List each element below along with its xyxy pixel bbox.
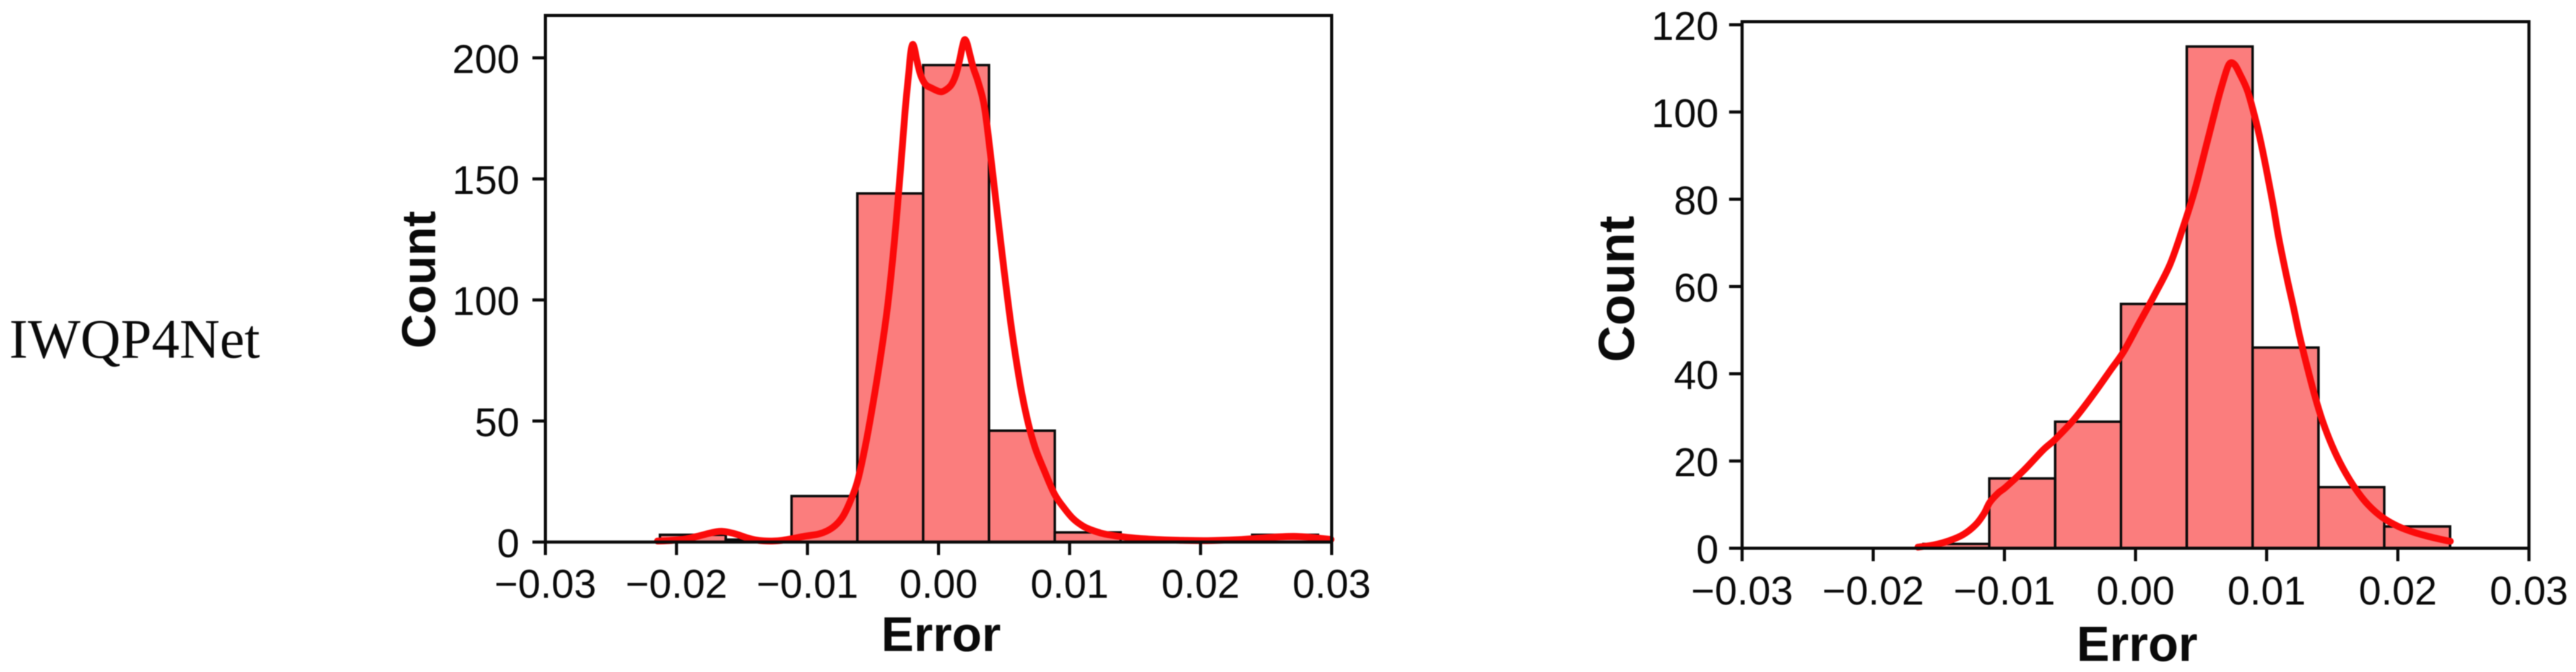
svg-text:IWQP4Net: IWQP4Net [9,309,260,370]
svg-text:0.02: 0.02 [1161,561,1240,606]
svg-text:100: 100 [453,278,519,324]
svg-text:Count: Count [392,211,446,348]
svg-text:0.01: 0.01 [1030,561,1109,606]
svg-text:60: 60 [1674,265,1719,311]
svg-text:Count: Count [1589,216,1645,363]
svg-text:−0.01: −0.01 [757,561,858,606]
svg-text:200: 200 [453,37,519,82]
svg-text:150: 150 [453,158,519,203]
svg-text:0.02: 0.02 [2359,568,2437,613]
svg-text:−0.01: −0.01 [1953,568,2055,613]
svg-text:40: 40 [1674,353,1719,398]
svg-text:−0.02: −0.02 [625,561,727,606]
svg-text:−0.02: −0.02 [1823,568,1924,613]
svg-text:120: 120 [1652,4,1719,49]
svg-text:0: 0 [497,521,519,566]
svg-text:Error: Error [881,606,1000,661]
svg-text:Error: Error [2076,616,2198,671]
svg-text:−0.03: −0.03 [495,561,596,606]
svg-text:100: 100 [1652,91,1719,136]
svg-text:0.03: 0.03 [2490,568,2569,613]
svg-text:20: 20 [1674,440,1719,485]
svg-text:0.01: 0.01 [2227,568,2306,613]
svg-text:80: 80 [1674,178,1719,223]
svg-text:0.00: 0.00 [900,561,978,606]
svg-text:0: 0 [1696,527,1719,572]
svg-text:−0.03: −0.03 [1691,568,1793,613]
svg-text:0.03: 0.03 [1293,561,1371,606]
svg-text:50: 50 [475,400,519,445]
svg-text:0.00: 0.00 [2096,568,2175,613]
